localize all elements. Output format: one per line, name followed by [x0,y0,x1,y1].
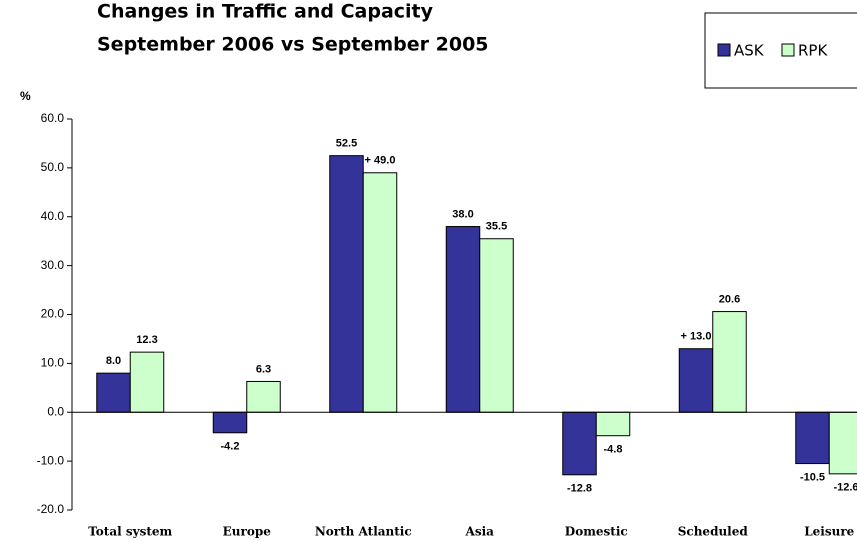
x-tick-label: Leisure [804,525,854,539]
bar [795,411,830,465]
value-label: + 13.0 [681,331,712,343]
legend-label: ASK [734,42,765,60]
bar [129,351,165,413]
chart-subtitle: September 2006 vs September 2005 [97,34,489,56]
bar [712,311,747,413]
x-tick-label: North Atlantic [315,525,412,539]
bar [445,226,481,413]
y-tick-label: 10.0 [41,356,65,370]
value-label: -12.8 [567,483,592,495]
y-tick-label: 30.0 [41,258,65,272]
value-label: 20.6 [719,293,740,305]
legend-swatch [781,43,795,57]
bar [595,411,631,437]
bar [246,380,281,413]
legend-swatch [717,43,731,57]
bar [362,172,398,413]
value-label: -10.5 [800,471,825,483]
value-label: -12.6 [833,482,857,494]
x-tick-label: Total system [88,525,172,539]
bar [479,238,514,413]
legend-label: RPK [798,42,828,60]
x-tick-label: Domestic [565,525,628,539]
value-label: -4.8 [604,444,623,456]
value-label: 35.5 [486,221,507,233]
x-tick-label: Asia [465,525,495,539]
y-axis-label: % [20,89,31,103]
bar [678,348,714,413]
value-label: 52.5 [336,138,357,150]
value-label: 38.0 [452,208,473,220]
bar [828,411,857,475]
chart-title: Changes in Traffic and Capacity [97,1,434,23]
bar [96,372,131,413]
y-tick-label: -10.0 [37,453,65,467]
y-tick-label: 0.0 [47,404,64,418]
y-tick-label: 20.0 [41,307,65,321]
bar [329,155,364,413]
value-label: 12.3 [136,334,157,346]
value-label: 8.0 [106,355,121,367]
y-tick-label: 40.0 [41,209,65,223]
value-label: -4.2 [221,441,240,453]
y-tick-label: 50.0 [41,160,65,174]
value-label: 6.3 [256,363,271,375]
x-tick-label: Europe [223,525,272,539]
y-tick-label: 60.0 [41,111,65,125]
y-tick-label: -20.0 [37,502,65,516]
bar [212,411,248,434]
x-tick-label: Scheduled [678,525,749,539]
value-label: + 49.0 [365,155,396,167]
bar [562,411,597,476]
